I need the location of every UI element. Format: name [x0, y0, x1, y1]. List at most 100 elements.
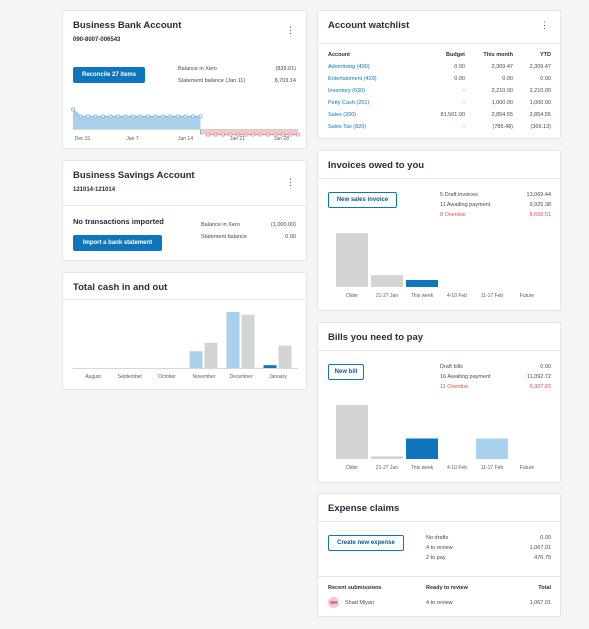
ready-to-review-header: Ready to review [426, 585, 468, 591]
to-pay-label[interactable]: 2 to pay [426, 555, 446, 561]
balance-point [153, 114, 158, 119]
divider [63, 299, 306, 300]
cash-title[interactable]: Total cash in and out [73, 282, 168, 293]
watchlist-month: 2,210.00 [491, 88, 513, 94]
axis-label: Dec 31 [74, 136, 91, 142]
no-drafts-label: No drafts [426, 535, 449, 541]
chart-category-label: This week [410, 465, 434, 471]
watchlist-month: 2,854.55 [491, 112, 513, 118]
cash-in-bar [226, 312, 240, 368]
draft-invoices-value: 13,069.44 [526, 192, 551, 198]
aged-bar [476, 438, 508, 459]
awaiting-payment-label[interactable]: 16 Awaiting payment [440, 374, 491, 380]
to-review-label[interactable]: 4 to review [426, 545, 453, 551]
balance-point [198, 114, 203, 119]
submitter-review: 4 to review [426, 600, 453, 606]
new-sales-invoice-button[interactable]: New sales invoice [328, 192, 397, 208]
balance-point [131, 114, 136, 119]
awaiting-payment-label[interactable]: 11 Awaiting payment [440, 202, 491, 208]
savings-account-title[interactable]: Business Savings Account [73, 170, 195, 181]
balance-point [85, 114, 90, 119]
expenses-title[interactable]: Expense claims [328, 503, 400, 514]
watchlist-account-link[interactable]: Advertising (400) [328, 64, 370, 70]
draft-invoices-label[interactable]: 5 Draft invoices [440, 192, 478, 198]
watchlist-budget: - [463, 100, 465, 106]
watchlist-month: 1,000.00 [491, 100, 513, 106]
watchlist-month: 0.00 [502, 76, 513, 82]
submitter-name[interactable]: Shad Miyan [345, 600, 375, 606]
new-bill-button[interactable]: New bill [328, 364, 364, 380]
balance-point [93, 114, 98, 119]
watchlist-ytd: 2,854.55 [529, 112, 551, 118]
awaiting-payment-value: 11,092.72 [526, 374, 551, 380]
watchlist-header-budget: Budget [446, 52, 465, 58]
cash-chart [73, 312, 298, 369]
invoices-title[interactable]: Invoices owed to you [328, 160, 425, 171]
cash-out-bar [278, 345, 292, 368]
watchlist-account-link[interactable]: Entertainment (420) [328, 76, 377, 82]
savings-account-number: 121014-121014 [73, 187, 116, 193]
draft-bills-label[interactable]: Draft bills [440, 364, 463, 370]
balance-point [123, 114, 128, 119]
watchlist-ytd: 2,309.47 [529, 64, 551, 70]
axis-label: Jan 14 [177, 136, 193, 142]
statement-value: 8,703.14 [274, 78, 296, 84]
import-statement-button[interactable]: Import a bank statement [73, 235, 162, 251]
bank-account-title[interactable]: Business Bank Account [73, 20, 182, 31]
bank-balance-chart [70, 107, 300, 137]
bank-account-card: Business Bank Account 090-8007-006543 ⋮ … [62, 10, 307, 149]
cash-card: Total cash in and out August September O… [62, 272, 307, 390]
chart-category-label: 21-27 Jan [375, 293, 399, 299]
watchlist-budget: - [463, 124, 465, 130]
aged-bar [336, 233, 368, 287]
overdue-label[interactable]: 11 Overdue [440, 384, 469, 390]
bank-account-number: 090-8007-006543 [73, 37, 121, 43]
divider [318, 43, 560, 44]
balance-point [228, 132, 233, 137]
create-expense-button[interactable]: Create new expense [328, 535, 404, 551]
watchlist-account-link[interactable]: Inventory (630) [328, 88, 365, 94]
cash-in-bar [189, 351, 203, 368]
chart-category-label: 11-17 Feb [480, 293, 504, 299]
watchlist-account-link[interactable]: Sales (200) [328, 112, 357, 118]
more-options-icon[interactable]: ⋮ [540, 20, 549, 30]
recent-submissions-header: Recent submissions [328, 585, 382, 591]
watchlist-header-ytd: YTD [540, 52, 551, 58]
reconcile-button[interactable]: Reconcile 27 items [73, 67, 145, 83]
balance-point [70, 107, 75, 112]
watchlist-budget: 0.00 [454, 64, 465, 70]
savings-account-card: Business Savings Account 121014-121014 ⋮… [62, 160, 307, 261]
aged-bar [406, 279, 438, 287]
balance-point [220, 132, 225, 137]
balance-xero-value: (839.01) [275, 66, 297, 72]
watchlist-title[interactable]: Account watchlist [328, 20, 410, 31]
watchlist-account-link[interactable]: Sales Tax (820) [328, 124, 367, 130]
balance-point [116, 114, 121, 119]
more-options-icon[interactable]: ⋮ [286, 177, 295, 187]
divider [63, 205, 306, 206]
balance-point [213, 132, 218, 137]
statement-value: 0.00 [285, 234, 296, 240]
cash-month-label: October [158, 374, 176, 380]
balance-point [265, 132, 270, 137]
axis-label: Jan 7 [126, 136, 139, 142]
cash-month-label: August [85, 374, 101, 380]
balance-point [138, 114, 143, 119]
negative-balance-area [200, 129, 298, 135]
no-drafts-value: 0.00 [540, 535, 551, 541]
positive-balance-line [72, 109, 201, 117]
balance-point [146, 114, 151, 119]
draft-bills-value: 0.00 [540, 364, 551, 370]
more-options-icon[interactable]: ⋮ [286, 25, 295, 35]
balance-point [243, 132, 248, 137]
watchlist-ytd: (366.13) [530, 124, 552, 130]
watchlist-account-link[interactable]: Petty Cash (201) [328, 100, 370, 106]
watchlist-ytd: 0.00 [540, 76, 551, 82]
to-review-value: 1,067.01 [529, 545, 551, 551]
statement-label: Statement balance (Jan 11) [178, 78, 246, 84]
divider [318, 178, 560, 179]
bills-title[interactable]: Bills you need to pay [328, 332, 424, 343]
balance-point [273, 132, 278, 137]
overdue-label[interactable]: 8 Overdue [440, 212, 466, 218]
aged-bar [406, 438, 438, 459]
